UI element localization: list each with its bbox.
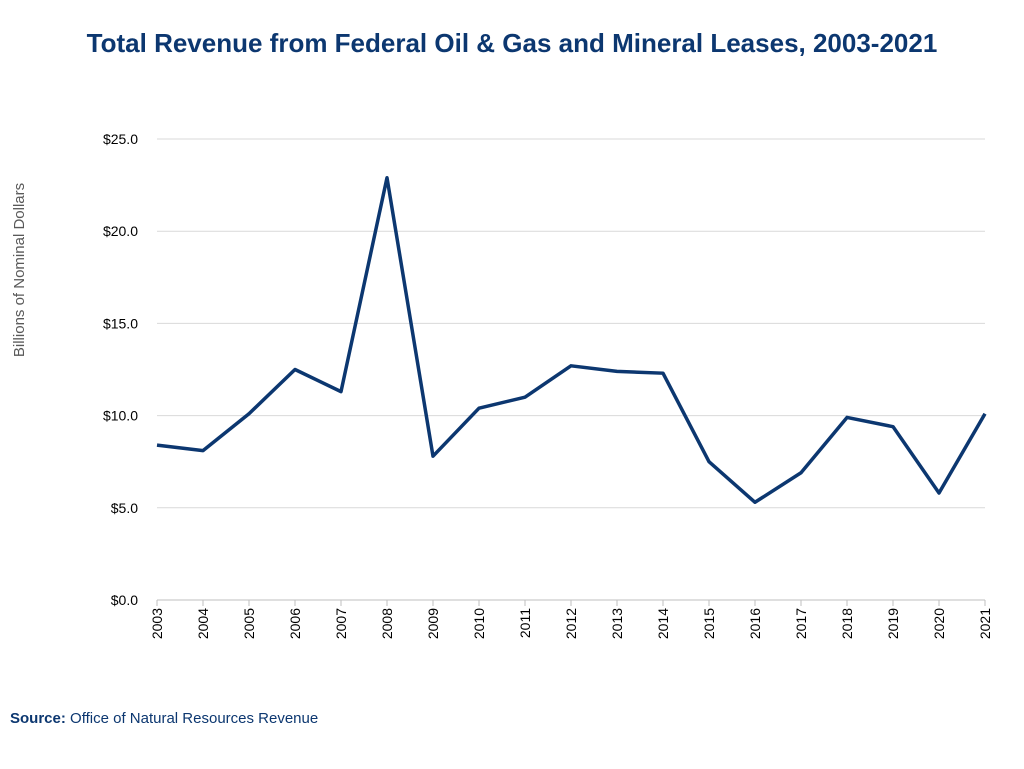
x-tick-label: 2005 [241, 608, 257, 639]
x-tick-label: 2008 [379, 608, 395, 639]
y-tick-label: $15.0 [103, 315, 138, 331]
x-tick-label: 2006 [287, 608, 303, 639]
x-tick-label: 2007 [333, 608, 349, 639]
y-tick-label: $10.0 [103, 408, 138, 424]
x-tick-label: 2015 [701, 608, 717, 639]
x-tick-label: 2013 [609, 608, 625, 639]
x-tick-label: 2021 [977, 608, 993, 639]
x-tick-label: 2010 [471, 608, 487, 639]
x-tick-label: 2011 [517, 608, 533, 638]
x-tick-label: 2019 [885, 608, 901, 639]
series-line [156, 175, 987, 505]
x-tick-label: 2020 [931, 608, 947, 639]
x-tick-label: 2014 [655, 608, 671, 639]
source-text: Office of Natural Resources Revenue [70, 710, 319, 727]
x-tick-label: 2016 [747, 608, 763, 639]
x-tick-label: 2004 [195, 608, 211, 639]
y-tick-label: $20.0 [103, 223, 138, 239]
x-tick-label: 2012 [563, 608, 579, 639]
source-label: Source: [10, 710, 66, 727]
y-axis-label: Billions of Nominal Dollars [11, 183, 28, 357]
y-tick-label: $0.0 [111, 592, 138, 608]
x-tick-label: 2003 [149, 608, 165, 639]
x-tick-label: 2017 [793, 608, 809, 639]
x-tick-label: 2018 [839, 608, 855, 639]
y-tick-label: $25.0 [103, 131, 138, 147]
x-tick-label: 2009 [425, 608, 441, 639]
y-tick-label: $5.0 [111, 500, 138, 516]
chart-title: Total Revenue from Federal Oil & Gas and… [86, 28, 938, 58]
source-note: Source: Office of Natural Resources Reve… [10, 710, 318, 727]
